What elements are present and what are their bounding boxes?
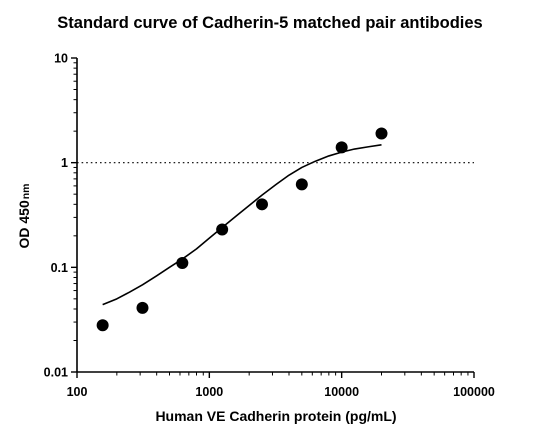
data-point xyxy=(216,223,229,236)
y-tick-label: 0.01 xyxy=(44,366,68,380)
data-point xyxy=(96,319,109,332)
x-tick-label: 10000 xyxy=(324,385,359,399)
x-tick-label: 100 xyxy=(67,385,88,399)
x-tick-label: 100000 xyxy=(453,385,495,399)
tick-labels: 0.01 0.1 1 10 100 1000 10000 100000 xyxy=(44,52,495,400)
y-axis-label: OD 450nm xyxy=(16,184,32,249)
data-point xyxy=(255,198,268,211)
y-axis-label-unit: nm xyxy=(20,184,32,200)
y-axis-label-main: OD 450 xyxy=(16,200,32,248)
data-points xyxy=(96,127,388,332)
axes xyxy=(71,57,475,378)
x-axis-label: Human VE Cadherin protein (pg/mL) xyxy=(155,408,396,424)
data-point xyxy=(375,127,388,140)
data-point xyxy=(335,141,348,154)
y-tick-label: 0.1 xyxy=(51,261,68,275)
fit-curve-group xyxy=(102,144,382,306)
y-tick-label: 10 xyxy=(54,52,68,66)
fit-curve xyxy=(102,144,382,306)
data-point xyxy=(176,257,189,270)
x-tick-label: 1000 xyxy=(195,385,223,399)
data-point xyxy=(136,301,149,314)
data-point xyxy=(295,178,308,191)
y-tick-label: 1 xyxy=(61,156,68,170)
chart-title: Standard curve of Cadherin-5 matched pai… xyxy=(57,14,483,32)
